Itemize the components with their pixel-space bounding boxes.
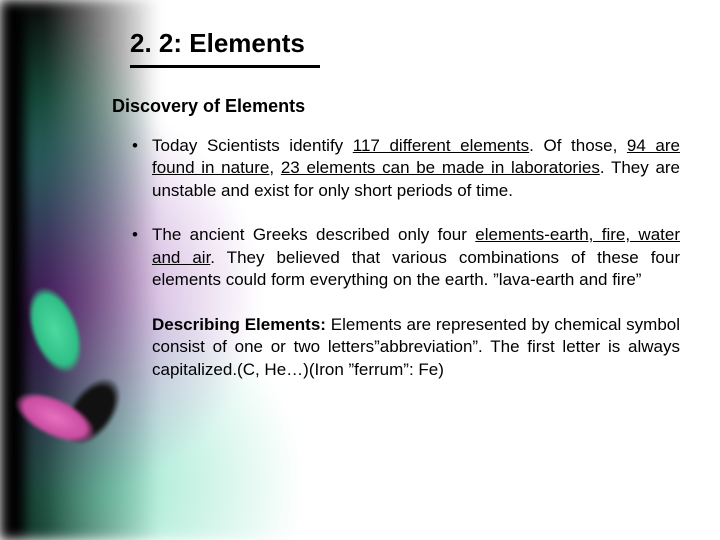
bullet-text: . Of those, [529, 136, 627, 155]
slide-title: 2. 2: Elements [130, 28, 680, 59]
slide-content: 2. 2: Elements Discovery of Elements Tod… [0, 0, 720, 540]
section-heading-discovery: Discovery of Elements [112, 96, 680, 117]
bullet-text: The ancient Greeks described only four [152, 225, 475, 244]
paragraph-describing-elements: Describing Elements: Elements are repres… [130, 314, 680, 381]
underlined-text: 117 different elements [353, 136, 529, 155]
title-underline [130, 65, 320, 68]
underlined-text: 23 elements can be made in laboratories [281, 158, 600, 177]
bullet-text: , [269, 158, 280, 177]
section-lead: Describing Elements: [152, 315, 326, 334]
bullet-text: . They believed that various combination… [152, 248, 680, 289]
bullet-list: Today Scientists identify 117 different … [130, 135, 680, 292]
bullet-text: Today Scientists identify [152, 136, 353, 155]
bullet-item: The ancient Greeks described only four e… [130, 224, 680, 291]
bullet-item: Today Scientists identify 117 different … [130, 135, 680, 202]
